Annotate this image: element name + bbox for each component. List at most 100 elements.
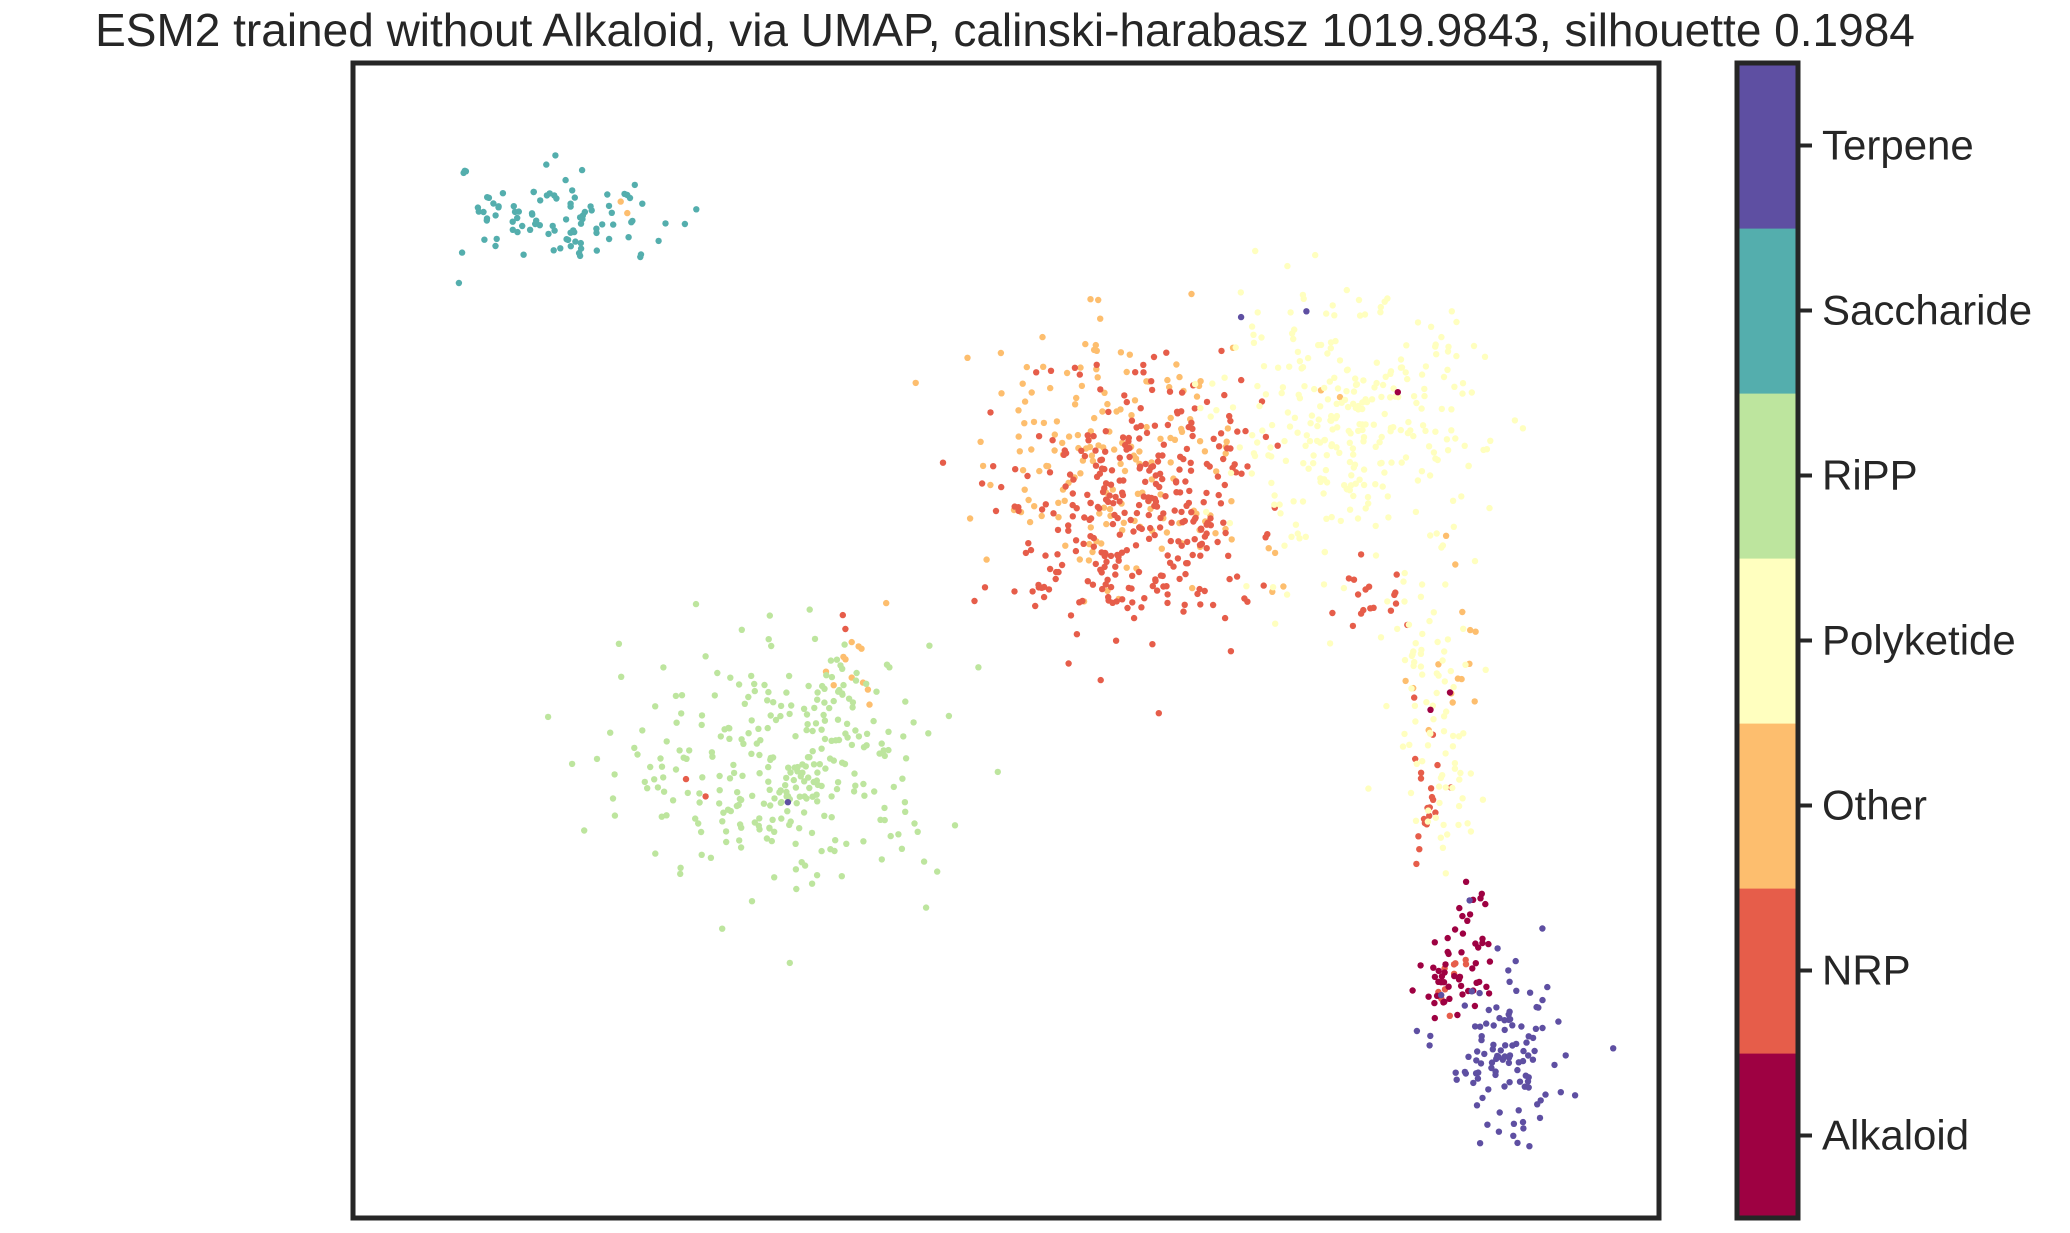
point-nrp — [1087, 515, 1095, 522]
point-polyketide — [1443, 436, 1451, 443]
point-nrp — [1065, 522, 1072, 529]
point-nrp — [1225, 552, 1232, 559]
point-ripp — [870, 717, 877, 725]
point-nrp — [1191, 515, 1199, 523]
point-polyketide — [1444, 636, 1452, 643]
point-polyketide — [1304, 354, 1312, 362]
point-other — [1047, 384, 1054, 392]
point-other — [1224, 425, 1232, 432]
point-other — [1096, 510, 1103, 517]
point-polyketide — [1284, 262, 1291, 270]
colorbar-label-alkaloid: Alkaloid — [1822, 1112, 1969, 1159]
point-saccharide — [509, 218, 516, 225]
point-alkaloid — [1445, 983, 1452, 990]
colorbar-segment-other — [1737, 723, 1798, 889]
point-nrp — [1221, 614, 1229, 622]
point-ripp — [830, 697, 837, 705]
point-polyketide — [1401, 656, 1409, 664]
point-ripp — [784, 808, 791, 815]
point-alkaloid — [1444, 948, 1451, 956]
point-nrp — [1145, 511, 1153, 519]
point-ripp — [658, 763, 666, 770]
point-polyketide — [1486, 504, 1493, 512]
point-ripp — [692, 600, 700, 608]
point-nrp — [1182, 478, 1189, 485]
point-saccharide — [567, 243, 574, 250]
point-saccharide — [458, 249, 466, 256]
point-ripp — [828, 673, 836, 681]
point-nrp — [1411, 694, 1418, 701]
point-alkaloid — [1459, 991, 1466, 998]
point-ripp — [822, 765, 829, 772]
point-polyketide — [1300, 460, 1307, 467]
point-nrp — [1122, 441, 1129, 449]
point-nrp — [1033, 369, 1040, 376]
point-polyketide — [1444, 366, 1451, 373]
point-nrp — [1156, 524, 1164, 531]
point-saccharide — [629, 217, 636, 225]
point-ripp — [850, 788, 858, 795]
point-polyketide — [1519, 425, 1527, 432]
point-ripp — [834, 716, 842, 723]
point-polyketide — [1305, 465, 1312, 472]
point-saccharide — [480, 208, 487, 216]
point-polyketide — [1360, 438, 1367, 445]
point-saccharide — [550, 247, 557, 254]
point-polyketide — [1397, 426, 1405, 434]
point-polyketide — [1410, 432, 1417, 440]
point-ripp — [785, 764, 792, 771]
point-polyketide — [1197, 404, 1204, 412]
point-terpene — [1481, 1050, 1488, 1058]
point-ripp — [803, 795, 810, 802]
point-terpene — [1542, 1091, 1549, 1098]
point-terpene — [1453, 1076, 1460, 1083]
point-nrp — [1462, 956, 1469, 964]
point-other — [1039, 333, 1046, 341]
point-polyketide — [1442, 581, 1449, 588]
point-ripp — [828, 737, 835, 744]
point-ripp — [698, 721, 705, 729]
point-polyketide — [1427, 323, 1435, 330]
point-polyketide — [1387, 394, 1394, 401]
point-polyketide — [1411, 702, 1419, 709]
point-polyketide — [1384, 493, 1392, 500]
point-polyketide — [1350, 388, 1358, 395]
point-other — [1051, 431, 1059, 438]
point-ripp — [771, 874, 778, 881]
series-terpene — [784, 308, 1617, 1150]
point-nrp — [1069, 513, 1077, 520]
point-polyketide — [1427, 532, 1434, 539]
point-nrp — [1206, 463, 1213, 470]
point-saccharide — [578, 166, 586, 174]
point-ripp — [926, 642, 933, 649]
point-ripp — [647, 763, 654, 771]
point-ripp — [852, 677, 860, 684]
point-ripp — [716, 772, 723, 780]
point-other — [966, 515, 974, 522]
point-nrp — [1184, 538, 1191, 546]
point-ripp — [760, 800, 768, 807]
point-saccharide — [537, 197, 544, 204]
point-terpene — [1466, 897, 1473, 904]
point-saccharide — [605, 235, 613, 243]
point-polyketide — [1422, 363, 1430, 370]
point-ripp — [849, 704, 856, 711]
point-polyketide — [1307, 420, 1314, 427]
point-ripp — [833, 656, 841, 663]
chart-title: ESM2 trained without Alkaloid, via UMAP,… — [95, 4, 1915, 56]
point-nrp — [1038, 506, 1046, 513]
point-nrp — [1188, 509, 1195, 516]
point-polyketide — [1382, 373, 1389, 380]
point-ripp — [777, 702, 785, 710]
point-ripp — [696, 799, 703, 806]
point-polyketide — [1365, 785, 1372, 792]
point-ripp — [818, 847, 825, 855]
point-other — [983, 556, 990, 563]
point-nrp — [1127, 516, 1134, 524]
point-polyketide — [1343, 367, 1351, 374]
point-terpene — [1496, 1014, 1503, 1022]
point-nrp — [1123, 547, 1131, 554]
point-ripp — [821, 812, 828, 819]
point-terpene — [1529, 1056, 1537, 1063]
point-nrp — [1151, 422, 1159, 429]
